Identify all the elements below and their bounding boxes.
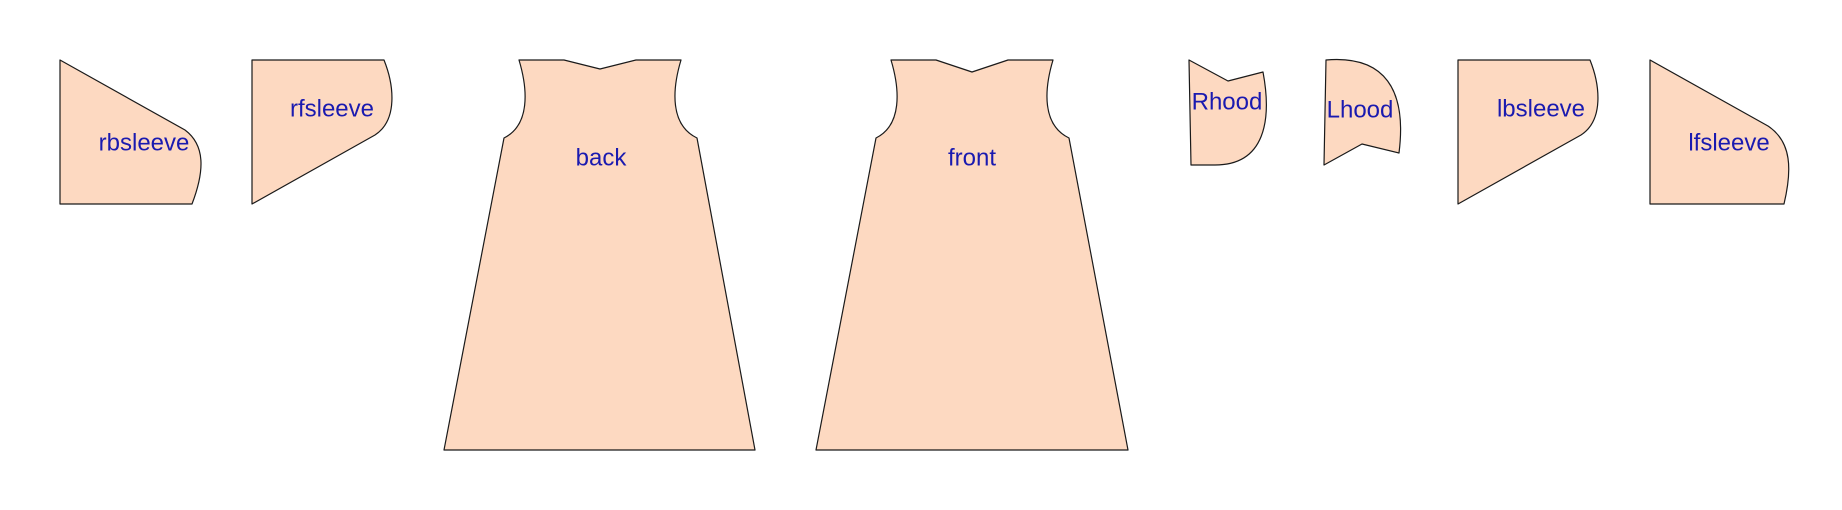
- rhood-outline: [1188, 59, 1267, 166]
- lhood-label: Lhood: [1327, 96, 1394, 123]
- lhood-outline: [1323, 58, 1402, 166]
- piece-rfsleeve: rfsleeve: [251, 59, 393, 205]
- back-label: back: [576, 144, 628, 171]
- lfsleeve-label: lfsleeve: [1688, 129, 1769, 156]
- lbsleeve-label: lbsleeve: [1497, 95, 1585, 122]
- piece-rhood: Rhood: [1188, 59, 1267, 166]
- rbsleeve-outline: [59, 59, 202, 205]
- rhood-label: Rhood: [1192, 88, 1263, 115]
- rfsleeve-outline: [251, 59, 393, 205]
- front-label: front: [948, 144, 996, 171]
- rbsleeve-label: rbsleeve: [99, 129, 190, 156]
- front-outline: [815, 59, 1129, 451]
- piece-lfsleeve: lfsleeve: [1649, 59, 1790, 205]
- piece-lbsleeve: lbsleeve: [1457, 59, 1599, 205]
- piece-lhood: Lhood: [1323, 58, 1402, 166]
- back-outline: [443, 59, 756, 451]
- lfsleeve-outline: [1649, 59, 1790, 205]
- piece-front: front: [815, 59, 1129, 451]
- lbsleeve-outline: [1457, 59, 1599, 205]
- piece-back: back: [443, 59, 756, 451]
- piece-rbsleeve: rbsleeve: [59, 59, 202, 205]
- rfsleeve-label: rfsleeve: [290, 95, 374, 122]
